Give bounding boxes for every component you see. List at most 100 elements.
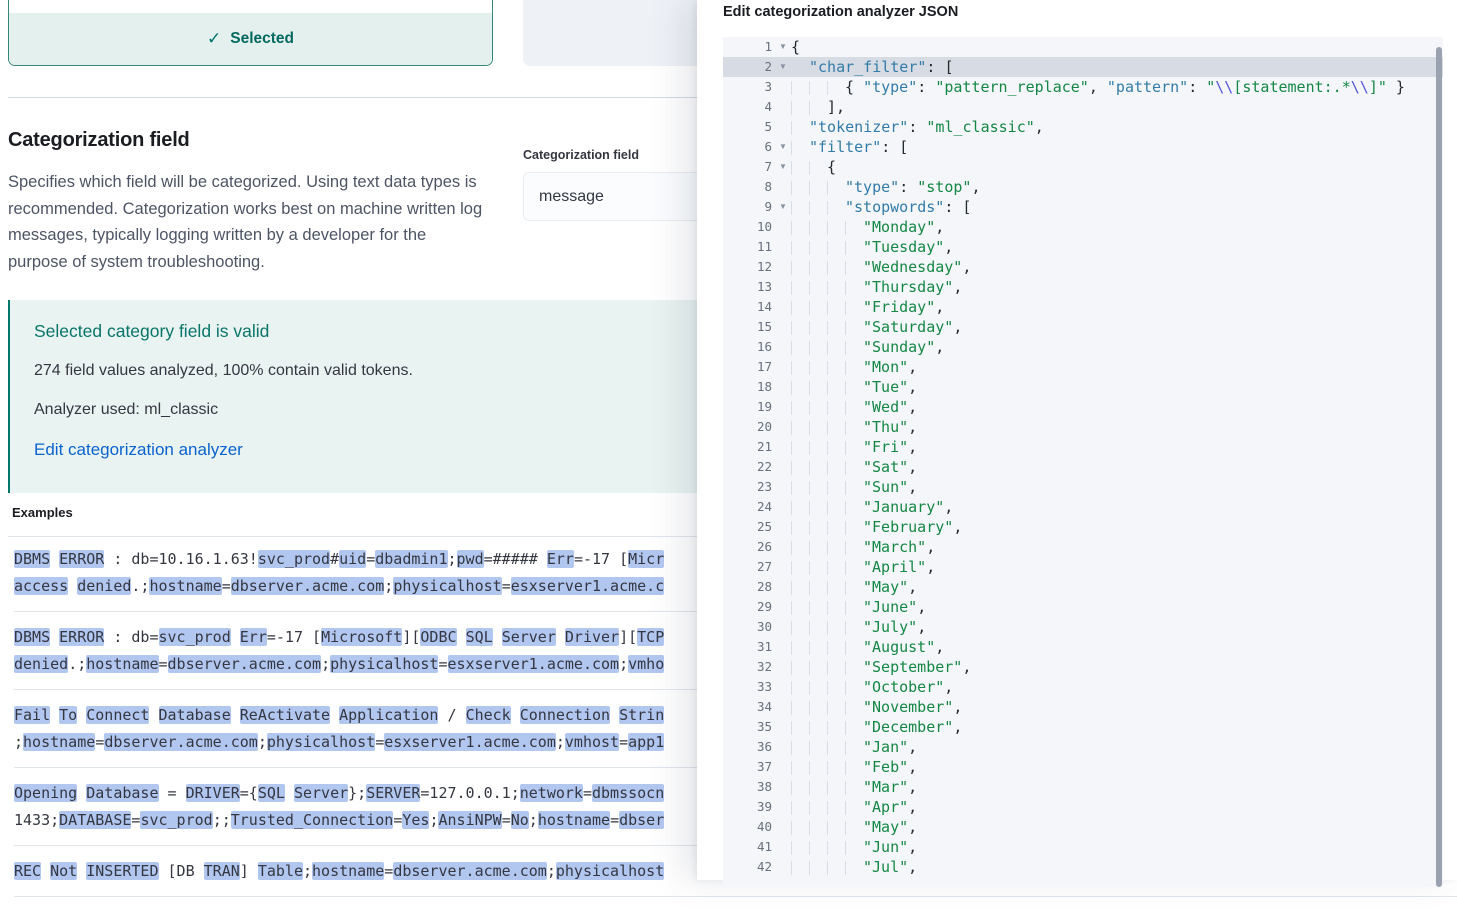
code-line[interactable]: 4], (723, 97, 1443, 117)
line-number[interactable]: 29 (723, 597, 775, 617)
line-number[interactable]: 26 (723, 537, 775, 557)
code-line[interactable]: 34"November", (723, 697, 1443, 717)
code-line[interactable]: 5"tokenizer": "ml_classic", (723, 117, 1443, 137)
categorization-method-card-selected[interactable]: ✓ Selected (8, 0, 493, 66)
line-number[interactable]: 38 (723, 777, 775, 797)
code-line[interactable]: 42"Jul", (723, 857, 1443, 877)
line-number[interactable]: 28 (723, 577, 775, 597)
fold-spacer (775, 757, 791, 777)
line-number[interactable]: 19 (723, 397, 775, 417)
line-number[interactable]: 27 (723, 557, 775, 577)
line-number[interactable]: 11 (723, 237, 775, 257)
code-line[interactable]: 20"Thu", (723, 417, 1443, 437)
line-number[interactable]: 8 (723, 177, 775, 197)
code-line[interactable]: 26"March", (723, 537, 1443, 557)
fold-arrow-icon[interactable]: ▼ (775, 37, 791, 57)
code-line[interactable]: 23"Sun", (723, 477, 1443, 497)
line-number[interactable]: 2 (723, 57, 775, 77)
line-number[interactable]: 3 (723, 77, 775, 97)
line-number[interactable]: 39 (723, 797, 775, 817)
code-line[interactable]: 11"Tuesday", (723, 237, 1443, 257)
fold-arrow-icon[interactable]: ▼ (775, 137, 791, 157)
line-number[interactable]: 17 (723, 357, 775, 377)
line-number[interactable]: 40 (723, 817, 775, 837)
line-number[interactable]: 9 (723, 197, 775, 217)
json-code-editor[interactable]: 1▼{2▼"char_filter": [3{ "type": "pattern… (723, 37, 1443, 887)
code-line[interactable]: 36"Jan", (723, 737, 1443, 757)
code-line[interactable]: 24"January", (723, 497, 1443, 517)
line-number[interactable]: 16 (723, 337, 775, 357)
code-line[interactable]: 7▼{ (723, 157, 1443, 177)
code-line[interactable]: 17"Mon", (723, 357, 1443, 377)
line-number[interactable]: 24 (723, 497, 775, 517)
editor-scrollbar[interactable] (1436, 47, 1442, 887)
line-number[interactable]: 25 (723, 517, 775, 537)
line-number[interactable]: 22 (723, 457, 775, 477)
plain-text: =-17 [ (574, 550, 628, 568)
line-number[interactable]: 41 (723, 837, 775, 857)
line-number[interactable]: 32 (723, 657, 775, 677)
code-line[interactable]: 12"Wednesday", (723, 257, 1443, 277)
code-line[interactable]: 35"December", (723, 717, 1443, 737)
line-number[interactable]: 13 (723, 277, 775, 297)
code-line[interactable]: 9▼"stopwords": [ (723, 197, 1443, 217)
line-number[interactable]: 6 (723, 137, 775, 157)
code-line[interactable]: 33"October", (723, 677, 1443, 697)
fold-arrow-icon[interactable]: ▼ (775, 157, 791, 177)
line-number[interactable]: 33 (723, 677, 775, 697)
code-line[interactable]: 2▼"char_filter": [ (723, 57, 1443, 77)
line-number[interactable]: 36 (723, 737, 775, 757)
code-line[interactable]: 37"Feb", (723, 757, 1443, 777)
line-number[interactable]: 15 (723, 317, 775, 337)
line-number[interactable]: 4 (723, 97, 775, 117)
fold-arrow-icon[interactable]: ▼ (775, 197, 791, 217)
code-line[interactable]: 3{ "type": "pattern_replace", "pattern":… (723, 77, 1443, 97)
code-line[interactable]: 32"September", (723, 657, 1443, 677)
code-line[interactable]: 29"June", (723, 597, 1443, 617)
line-number[interactable]: 7 (723, 157, 775, 177)
line-number[interactable]: 23 (723, 477, 775, 497)
fold-spacer (775, 617, 791, 637)
line-number[interactable]: 18 (723, 377, 775, 397)
indent-guide (791, 81, 809, 95)
code-line[interactable]: 22"Sat", (723, 457, 1443, 477)
line-number[interactable]: 30 (723, 617, 775, 637)
code-line[interactable]: 10"Monday", (723, 217, 1443, 237)
line-number[interactable]: 42 (723, 857, 775, 877)
line-number[interactable]: 10 (723, 217, 775, 237)
line-number[interactable]: 21 (723, 437, 775, 457)
code-line[interactable]: 18"Tue", (723, 377, 1443, 397)
code-line[interactable]: 38"Mar", (723, 777, 1443, 797)
code-line[interactable]: 27"April", (723, 557, 1443, 577)
line-number[interactable]: 34 (723, 697, 775, 717)
code-line[interactable]: 8"type": "stop", (723, 177, 1443, 197)
line-number[interactable]: 5 (723, 117, 775, 137)
code-line[interactable]: 15"Saturday", (723, 317, 1443, 337)
code-line[interactable]: 40"May", (723, 817, 1443, 837)
code-line[interactable]: 28"May", (723, 577, 1443, 597)
code-line[interactable]: 41"Jun", (723, 837, 1443, 857)
line-number[interactable]: 37 (723, 757, 775, 777)
code-line[interactable]: 19"Wed", (723, 397, 1443, 417)
highlighted-token: DATABASE (59, 811, 131, 829)
line-number[interactable]: 20 (723, 417, 775, 437)
line-number[interactable]: 12 (723, 257, 775, 277)
code-line[interactable]: 39"Apr", (723, 797, 1443, 817)
line-number[interactable]: 35 (723, 717, 775, 737)
code-line[interactable]: 21"Fri", (723, 437, 1443, 457)
plain-text: = (393, 811, 402, 829)
fold-spacer (775, 357, 791, 377)
code-line[interactable]: 1▼{ (723, 37, 1443, 57)
edit-categorization-analyzer-link[interactable]: Edit categorization analyzer (34, 440, 243, 460)
code-line[interactable]: 31"August", (723, 637, 1443, 657)
code-line[interactable]: 13"Thursday", (723, 277, 1443, 297)
line-number[interactable]: 31 (723, 637, 775, 657)
code-line[interactable]: 6▼"filter": [ (723, 137, 1443, 157)
line-number[interactable]: 1 (723, 37, 775, 57)
code-line[interactable]: 16"Sunday", (723, 337, 1443, 357)
line-number[interactable]: 14 (723, 297, 775, 317)
code-line[interactable]: 25"February", (723, 517, 1443, 537)
fold-arrow-icon[interactable]: ▼ (775, 57, 791, 77)
code-line[interactable]: 14"Friday", (723, 297, 1443, 317)
code-line[interactable]: 30"July", (723, 617, 1443, 637)
